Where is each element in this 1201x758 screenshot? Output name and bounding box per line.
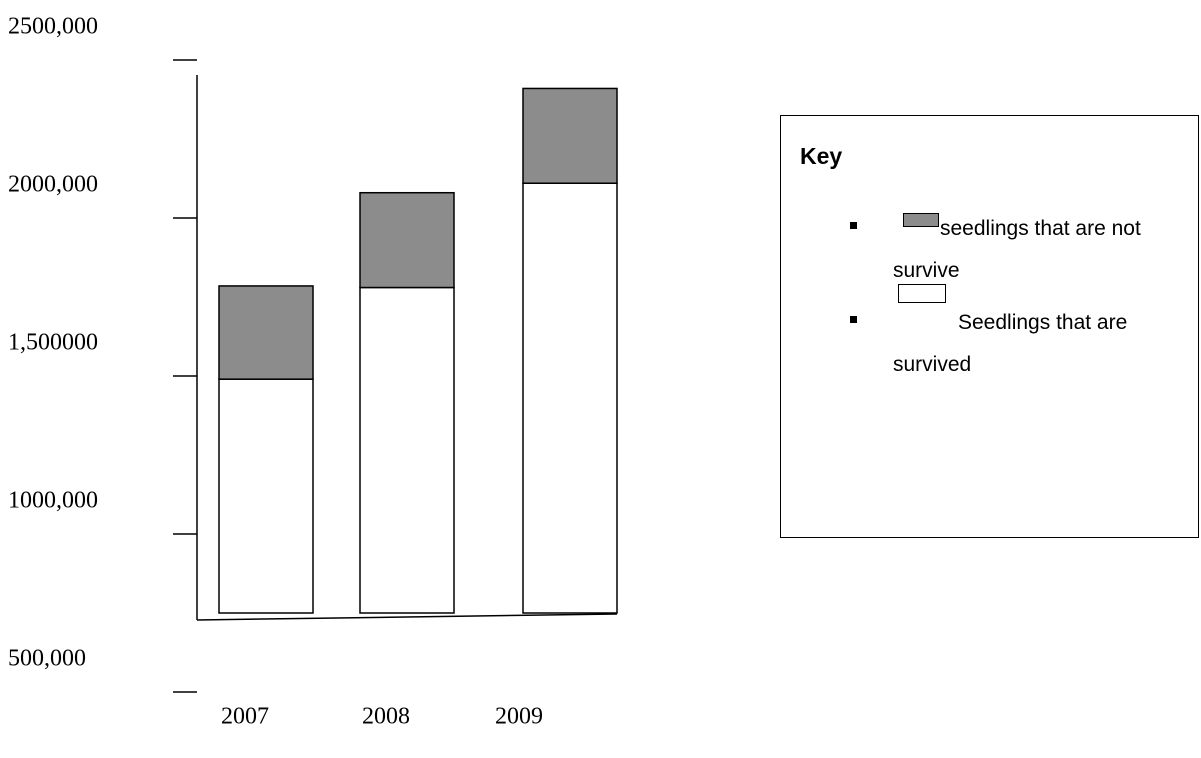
bar-segment <box>359 191 455 289</box>
x-tick-label: 2008 <box>362 704 410 730</box>
legend-swatch <box>903 213 939 227</box>
bar-segment <box>522 182 618 614</box>
y-tick-label: 1000,000 <box>8 488 98 514</box>
bar-segment <box>218 285 314 380</box>
y-tick-label: 2000,000 <box>8 172 98 198</box>
x-axis <box>196 613 618 621</box>
y-tick-label: 1,500000 <box>8 330 98 356</box>
x-tick-label: 2007 <box>221 704 269 730</box>
x-tick-label: 2009 <box>495 704 543 730</box>
legend-label: seedlings that are not survive <box>893 217 1141 282</box>
legend-swatch <box>898 284 946 303</box>
legend-label: Seedlings that are survived <box>893 311 1128 376</box>
legend-bullet <box>850 222 857 229</box>
y-tick-label: 500,000 <box>8 646 86 672</box>
bar-segment <box>522 87 618 184</box>
bar-segment <box>359 286 455 614</box>
y-tick-label: 2500,000 <box>8 14 98 40</box>
legend: Key seedlings that are not survive Seedli… <box>780 115 1199 538</box>
legend-bullet <box>850 316 857 323</box>
bar-segment <box>218 378 314 614</box>
legend-title: Key <box>800 143 843 169</box>
